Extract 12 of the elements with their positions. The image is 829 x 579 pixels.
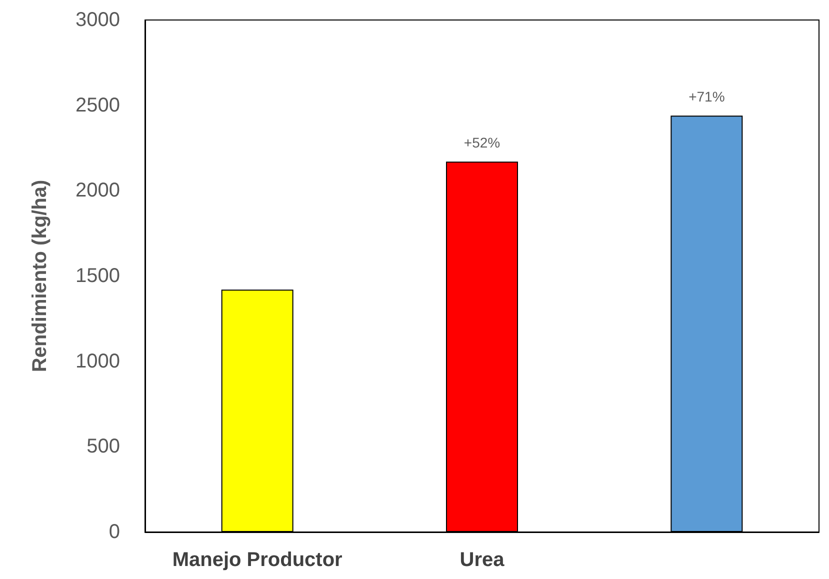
- annotation: +71%: [688, 88, 725, 105]
- y-axis-title: Rendimiento (kg/ha): [29, 180, 51, 372]
- x-tick-label: Urea: [460, 549, 506, 571]
- y-tick-label: 2000: [76, 180, 120, 202]
- y-tick-label: 2500: [76, 94, 120, 116]
- y-tick-label: 0: [108, 521, 120, 543]
- annotation: +52%: [464, 134, 500, 151]
- y-tick-label: 500: [86, 436, 120, 458]
- y-tick-label: 1500: [76, 265, 120, 287]
- y-tick-label: 3000: [76, 9, 120, 31]
- y-tick-label: 1000: [76, 350, 120, 372]
- x-tick-label: Manejo Productor: [172, 549, 343, 571]
